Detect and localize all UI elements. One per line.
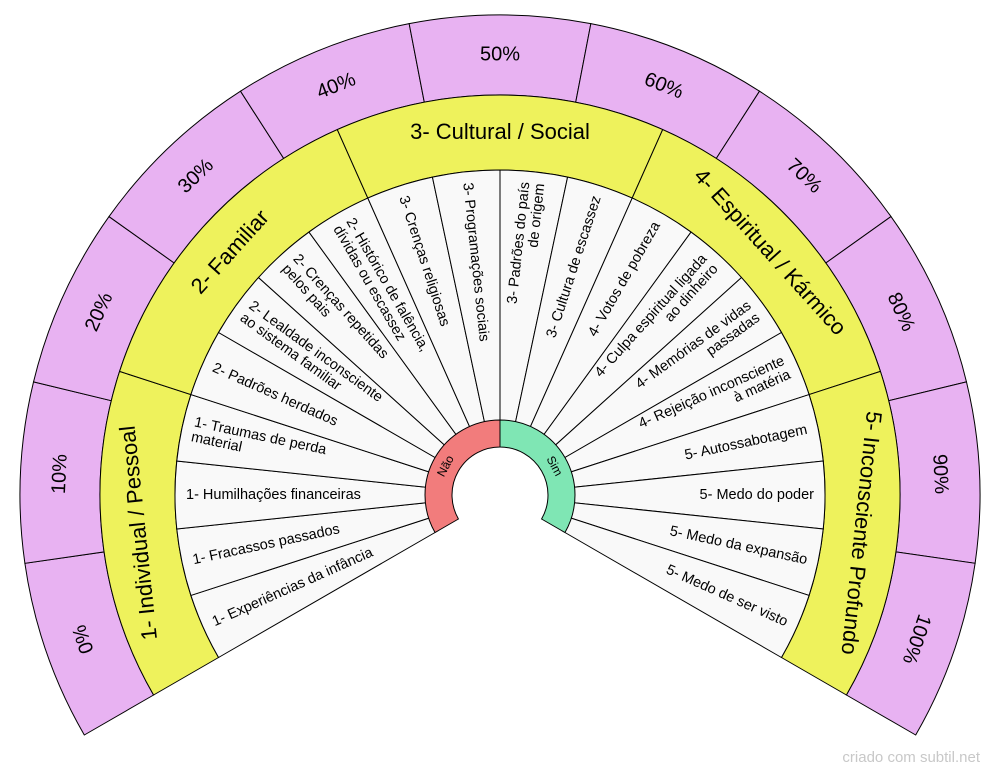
footer: criado com subtil.net [842, 749, 980, 766]
center-right [499, 419, 576, 534]
item-label-line: de origem [525, 183, 548, 249]
percent-label: 50% [480, 43, 520, 65]
category-label: 3- Cultural / Social [410, 119, 590, 144]
item-label: 5- Medo do poder [700, 487, 815, 503]
percent-label: 10% [48, 453, 72, 494]
item-label-line: 1- Humilhações financeiras [186, 487, 361, 503]
item-label: 1- Humilhações financeiras [186, 487, 361, 503]
percent-label: 90% [928, 454, 952, 495]
item-label-line: 5- Medo do poder [700, 487, 815, 503]
